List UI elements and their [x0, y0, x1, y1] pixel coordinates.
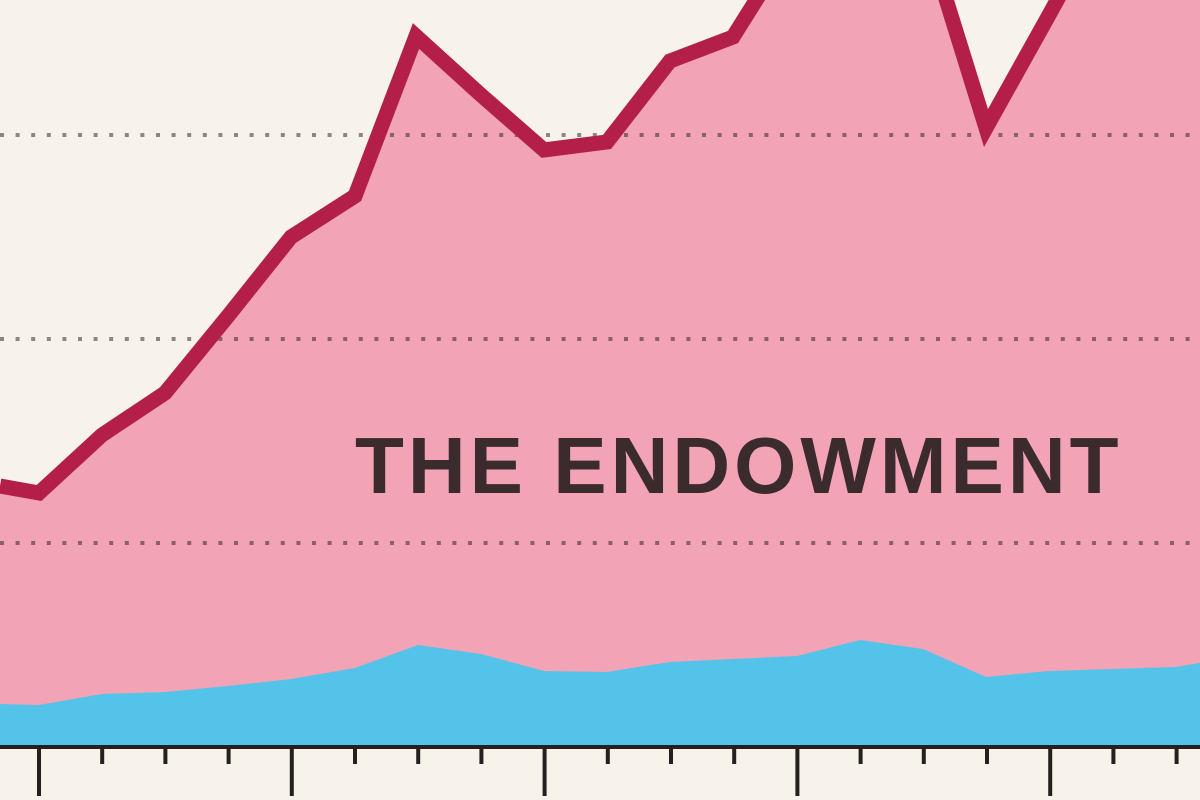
major-tick: [37, 747, 41, 796]
major-tick: [289, 747, 294, 796]
minor-tick: [100, 747, 105, 764]
minor-tick: [921, 747, 926, 764]
chart-title: THE ENDOWMENT: [355, 421, 1123, 510]
endowment-line: [0, 0, 1066, 502]
minor-tick: [416, 747, 421, 764]
minor-tick: [479, 747, 484, 764]
blue-band-area: [0, 640, 1200, 747]
minor-tick: [1111, 747, 1116, 764]
minor-tick: [605, 747, 610, 764]
minor-tick: [732, 747, 737, 764]
minor-tick: [669, 747, 673, 764]
minor-tick: [1174, 747, 1179, 764]
major-tick: [1048, 747, 1053, 796]
major-tick: [542, 747, 547, 796]
minor-tick: [858, 747, 863, 764]
minor-tick: [353, 747, 357, 764]
minor-tick: [985, 747, 989, 764]
minor-tick: [163, 747, 168, 764]
gridlines: [0, 133, 1200, 545]
x-axis-ticks: [37, 747, 1179, 796]
x-axis-line: [0, 745, 1200, 749]
minor-tick: [226, 747, 231, 764]
endowment-area: [0, 0, 1200, 747]
major-tick: [795, 747, 800, 796]
